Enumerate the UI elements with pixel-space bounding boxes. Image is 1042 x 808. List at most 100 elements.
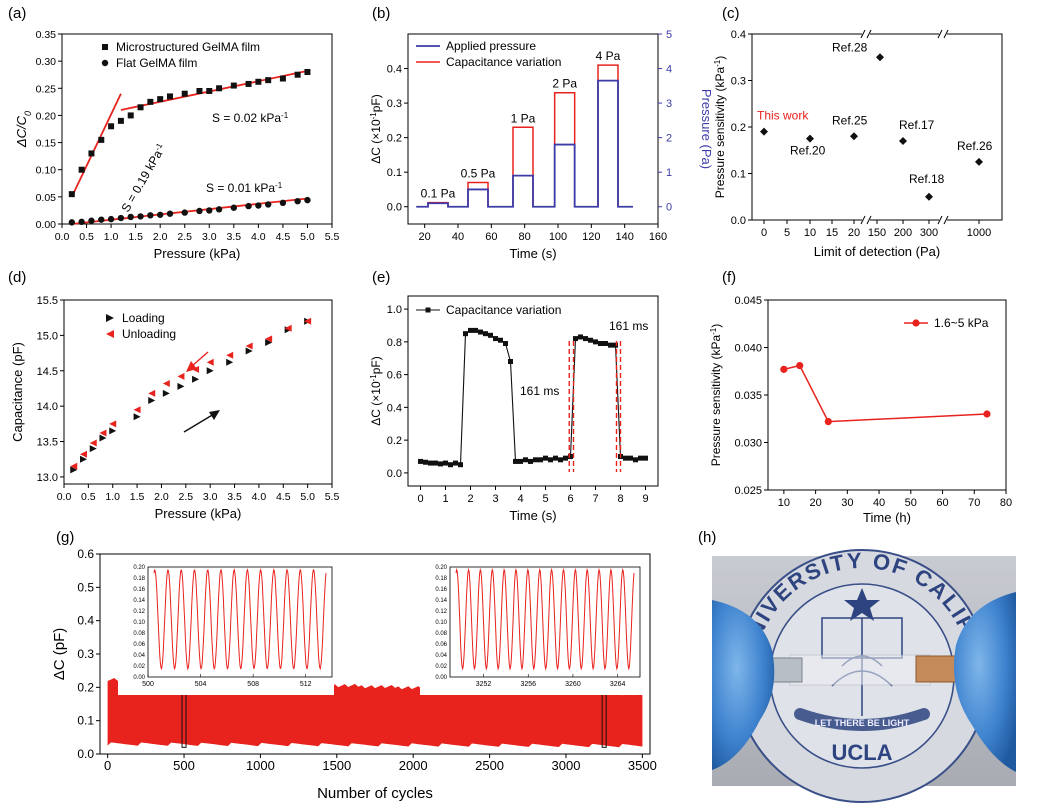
- chart-a-point-flat: [279, 199, 287, 207]
- chart-b-xtick-label: 40: [452, 231, 464, 243]
- chart-a-point-micro: [255, 78, 262, 85]
- chart-g-ytick-label: 0.5: [77, 580, 94, 594]
- chart-b-y2label: Pressure (Pa): [699, 89, 714, 169]
- chart-d-legend-text: Loading: [122, 311, 165, 325]
- chart-e-point: [563, 455, 568, 461]
- chart-e-point: [473, 327, 478, 333]
- chart-a-point-flat: [294, 198, 301, 205]
- chart-e-point: [463, 331, 468, 337]
- chart-e-point: [478, 329, 483, 335]
- chart-d-point-loading: [162, 389, 170, 397]
- chart-d-point-unloading: [304, 317, 312, 325]
- chart-b-pulse-label: 1 Pa: [511, 111, 536, 125]
- chart-e-point: [438, 461, 443, 467]
- chart-g-ytick-label: 0.1: [77, 714, 94, 728]
- chart-a-xlabel: Pressure (kPa): [154, 246, 241, 261]
- chart-g-ylabel: ΔC (pF): [51, 628, 68, 681]
- chart-d-ytick-label: 13.5: [37, 437, 58, 449]
- chart-a-point-flat: [264, 201, 272, 208]
- chart-b-xtick-label: 60: [485, 231, 497, 243]
- chart-a-point-micro: [265, 77, 272, 84]
- chart-e-xtick-label: 2: [467, 493, 473, 505]
- chart-e-legend-marker: [425, 307, 431, 313]
- chart-c-xtick-label: 5: [784, 227, 790, 239]
- chart-b-y2tick-label: 1: [666, 167, 672, 179]
- chart-d-ytick-label: 13.0: [37, 472, 58, 484]
- chart-f-xtick-label: 40: [873, 497, 885, 509]
- chart-e-xtick-label: 8: [617, 493, 623, 505]
- chart-d-xtick-label: 0.0: [57, 491, 72, 503]
- chart-f-series-line: [783, 364, 987, 423]
- glove-left: [712, 600, 775, 770]
- chart-d-arrow-head: [209, 410, 220, 420]
- chart-d-xtick-label: 3.0: [203, 491, 218, 503]
- chart-a-xtick-label: 0.0: [55, 231, 70, 243]
- chart-c-point: [925, 192, 933, 201]
- chart-d-point-loading: [192, 375, 200, 383]
- chart-e-point: [623, 455, 628, 461]
- chart-c-point: [975, 157, 983, 166]
- chart-a-frame: [61, 33, 333, 225]
- chart-a-point-flat: [68, 219, 76, 226]
- chart-e-legend-text: Capacitance variation: [446, 303, 561, 317]
- chart-a-xtick-label: 1.0: [104, 231, 119, 243]
- chart-e-point: [523, 457, 528, 463]
- chart-c-ytick-label: 0.1: [731, 169, 746, 181]
- chart-e-xtick-label: 5: [542, 493, 548, 505]
- chart-f-xtick-label: 80: [1000, 497, 1012, 509]
- chart-g-inset-xtick-label: 3264: [610, 681, 626, 688]
- chart-e: 0 1 2 3 4 5 6 7 8 9 0.0 0.2 0.4 0.6 0.8 1.0 Time (s) ΔC (…: [369, 295, 659, 523]
- chart-a-point-flat: [88, 217, 95, 224]
- chart-d-point-loading: [109, 427, 117, 435]
- chart-f-ylabel: Pressure sensitivity (kPa-1): [709, 324, 724, 467]
- chart-d-point-unloading: [89, 439, 97, 447]
- chart-a-ytick-label: 0.15: [36, 138, 57, 150]
- chart-b-xtick-label: 100: [549, 231, 567, 243]
- chart-e-point: [418, 458, 423, 464]
- chart-a-point-micro: [181, 90, 188, 97]
- chart-b-ytick-label: 0.3: [387, 98, 402, 110]
- chart-g-inset-ytick-label: 0.06: [133, 642, 145, 648]
- chart-e-point: [638, 455, 643, 461]
- chart-e-annotation: 161 ms: [609, 319, 648, 333]
- chart-e-point: [613, 342, 618, 348]
- chart-c-point-label: Ref.20: [790, 144, 826, 158]
- chart-e-point: [603, 341, 608, 346]
- chart-g-inset-ytick-label: 0.08: [133, 631, 145, 637]
- chart-d-point-unloading: [265, 335, 273, 343]
- chart-d-xlabel: Pressure (kPa): [155, 506, 242, 521]
- chart-a-point-flat: [137, 213, 144, 220]
- chart-a-point-micro: [167, 93, 173, 100]
- chart-a-xtick-label: 5.0: [300, 231, 315, 243]
- chart-a-legend-text: Microstructured GelMA film: [116, 40, 260, 54]
- chart-e-annotation: 161 ms: [520, 384, 559, 398]
- chart-d-legend-marker: [106, 314, 114, 322]
- chart-e-xtick-label: 4: [517, 493, 523, 505]
- chart-a-xtick-label: 2.5: [177, 231, 192, 243]
- chart-g-inset-ytick-label: 0.02: [133, 664, 145, 670]
- chart-c-ytick-label: 0.0: [731, 215, 746, 227]
- chart-e-ytick-label: 0.6: [387, 370, 402, 382]
- panel-label: (e): [372, 269, 390, 286]
- chart-e-frame: [407, 295, 659, 487]
- chart-d-point-loading: [226, 358, 234, 366]
- chart-f-xtick-label: 10: [778, 497, 790, 509]
- chart-c-point: [876, 53, 884, 62]
- chart-e-point: [548, 457, 553, 463]
- seal-bottom-text: UCLA: [831, 740, 892, 765]
- chart-g-inset-ytick-label: 0.16: [435, 587, 447, 593]
- chart-e-point: [583, 336, 588, 342]
- chart-a-point-micro: [245, 80, 252, 87]
- chart-g-inset-wave: [153, 568, 327, 671]
- chart-g-inset-ytick-label: 0.08: [435, 631, 447, 637]
- chart-f: 10 20 30 40 50 60 70 80 0.025 0.030 0.035 0.040 0.04…: [709, 295, 1013, 525]
- chart-c-point: [899, 136, 907, 145]
- chart-a-point-flat: [245, 202, 252, 210]
- chart-a-point-micro: [117, 117, 124, 124]
- chart-e-point: [423, 459, 428, 465]
- chart-g-ytick-label: 0.4: [77, 614, 94, 628]
- chart-e-point: [428, 460, 433, 466]
- chart-e-point: [588, 337, 593, 343]
- chart-d-arrow: [183, 413, 215, 433]
